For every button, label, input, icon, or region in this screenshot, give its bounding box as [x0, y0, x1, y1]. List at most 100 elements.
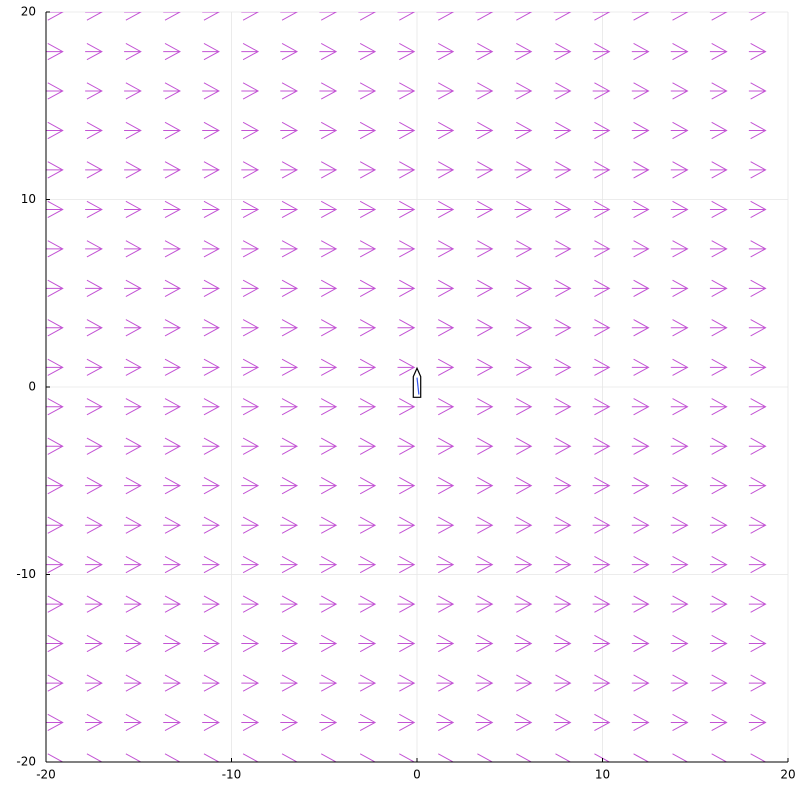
arrow — [709, 82, 728, 100]
arrow — [436, 42, 455, 61]
arrow — [631, 12, 650, 21]
arrow — [592, 674, 611, 692]
arrow — [241, 674, 260, 692]
arrow — [788, 4, 799, 20]
arrow — [748, 516, 767, 534]
arrow — [46, 200, 64, 219]
arrow — [241, 477, 260, 495]
arrow — [436, 161, 455, 179]
arrow — [788, 556, 799, 572]
arrow — [709, 161, 728, 179]
arrow — [85, 634, 103, 653]
arrow — [475, 595, 494, 613]
arrow — [202, 516, 220, 534]
arrow — [85, 121, 103, 140]
arrow — [163, 240, 181, 258]
arrow — [163, 634, 181, 653]
arrow — [163, 161, 181, 179]
arrow — [202, 12, 220, 21]
y-tick-label: 20 — [21, 5, 36, 19]
arrow — [592, 161, 611, 179]
arrow — [748, 358, 767, 376]
arrow — [358, 713, 377, 732]
arrow — [358, 398, 377, 416]
arrow — [163, 477, 181, 495]
x-tick-label: -20 — [36, 768, 56, 782]
arrow — [358, 358, 377, 376]
arrow — [85, 477, 103, 495]
arrow — [788, 635, 799, 651]
arrow — [514, 516, 533, 534]
arrow — [85, 437, 103, 455]
arrow — [631, 319, 650, 337]
arrow — [592, 240, 611, 258]
arrow — [358, 279, 377, 297]
arrow — [85, 674, 103, 692]
arrow — [553, 279, 572, 297]
arrow — [631, 555, 650, 574]
arrow — [748, 437, 767, 455]
arrow — [397, 161, 416, 179]
arrow — [397, 82, 416, 100]
arrow — [436, 358, 455, 376]
arrow — [85, 516, 103, 534]
arrow — [592, 12, 611, 21]
arrow — [319, 279, 338, 297]
arrow — [319, 398, 338, 416]
arrow — [397, 200, 416, 219]
arrow — [46, 358, 64, 376]
arrow — [397, 713, 416, 732]
arrow — [436, 674, 455, 692]
x-tick-label: 20 — [780, 768, 795, 782]
arrow — [709, 595, 728, 613]
arrow — [475, 279, 494, 297]
arrow — [553, 398, 572, 416]
arrow — [514, 595, 533, 613]
arrow — [670, 200, 689, 219]
arrow — [358, 437, 377, 455]
arrow — [163, 516, 181, 534]
arrow — [202, 240, 220, 258]
arrow — [85, 319, 103, 337]
arrow — [85, 12, 103, 21]
arrow — [514, 240, 533, 258]
arrow — [358, 200, 377, 219]
arrow — [670, 477, 689, 495]
arrow — [202, 161, 220, 179]
arrow — [631, 279, 650, 297]
arrow — [709, 477, 728, 495]
arrow — [202, 437, 220, 455]
arrow — [280, 200, 299, 219]
arrow — [124, 161, 142, 179]
arrow — [475, 240, 494, 258]
arrow — [124, 319, 142, 337]
arrow — [788, 122, 799, 138]
arrow — [358, 12, 377, 21]
arrow — [85, 279, 103, 297]
arrow — [788, 43, 799, 59]
arrow — [748, 121, 767, 140]
arrow — [436, 713, 455, 732]
arrow — [748, 713, 767, 732]
arrow — [631, 42, 650, 61]
arrow — [631, 437, 650, 455]
arrow — [319, 319, 338, 337]
arrow — [436, 200, 455, 219]
arrow — [514, 319, 533, 337]
arrow — [202, 477, 220, 495]
arrow — [85, 200, 103, 219]
arrow — [85, 161, 103, 179]
arrow — [280, 437, 299, 455]
arrow — [397, 437, 416, 455]
arrow — [748, 240, 767, 258]
arrow — [748, 595, 767, 613]
arrow — [397, 398, 416, 416]
arrow — [85, 240, 103, 258]
arrow — [436, 240, 455, 258]
arrow — [670, 12, 689, 21]
arrow — [670, 674, 689, 692]
arrow — [241, 121, 260, 140]
arrow — [788, 201, 799, 217]
arrow — [319, 82, 338, 100]
arrow — [514, 674, 533, 692]
